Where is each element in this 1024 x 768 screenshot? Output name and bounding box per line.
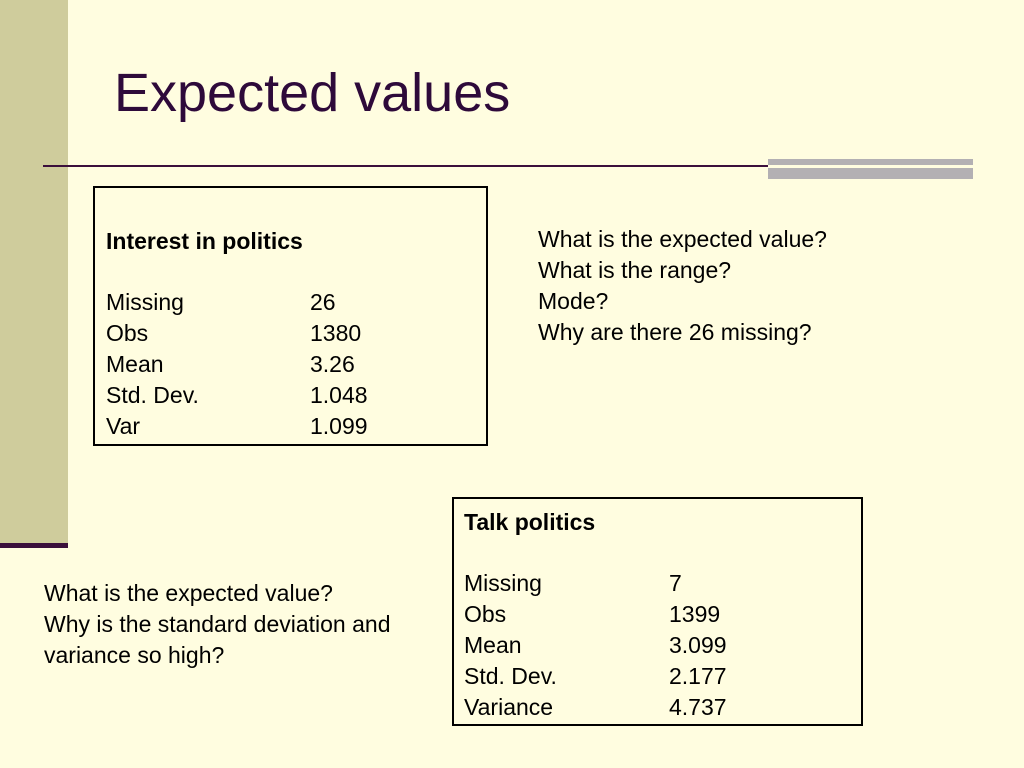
left-band-rule bbox=[0, 543, 68, 548]
question-line: Why is the standard deviation and bbox=[44, 611, 391, 637]
stat-value: 3.099 bbox=[669, 632, 727, 658]
stat-label: Obs bbox=[106, 320, 149, 346]
question-line: What is the range? bbox=[538, 257, 732, 283]
stats-row-missing: Missing 7 bbox=[464, 568, 861, 599]
question-line: What is the expected value? bbox=[538, 226, 827, 252]
stat-value: 1399 bbox=[669, 601, 721, 627]
accent-bar bbox=[768, 159, 973, 179]
stat-label: Mean bbox=[106, 351, 164, 377]
stats-row-obs: Obs 1380 bbox=[106, 318, 486, 349]
interest-questions: What is the expected value? What is the … bbox=[538, 224, 827, 348]
stats-box-title: Talk politics bbox=[464, 509, 596, 535]
stat-value: 1.048 bbox=[310, 382, 368, 408]
stat-label: Std. Dev. bbox=[464, 663, 557, 689]
stats-row-missing: Missing 26 bbox=[106, 287, 486, 318]
stats-row-mean: Mean 3.099 bbox=[464, 630, 861, 661]
stats-row-mean: Mean 3.26 bbox=[106, 349, 486, 380]
stats-row-std-dev: Std. Dev. 2.177 bbox=[464, 661, 861, 692]
stats-row-var: Var 1.099 bbox=[106, 411, 486, 442]
stat-value: 1.099 bbox=[310, 413, 368, 439]
slide-title: Expected values bbox=[114, 63, 511, 123]
question-line: Mode? bbox=[538, 288, 609, 314]
question-line: Why are there 26 missing? bbox=[538, 319, 812, 345]
stat-label: Std. Dev. bbox=[106, 382, 199, 408]
stat-value: 4.737 bbox=[669, 694, 727, 720]
stat-value: 2.177 bbox=[669, 663, 727, 689]
stats-row-std-dev: Std. Dev. 1.048 bbox=[106, 380, 486, 411]
talk-questions: What is the expected value? Why is the s… bbox=[44, 578, 390, 671]
stat-label: Var bbox=[106, 413, 141, 439]
interest-in-politics-stats-box: Interest in politics Missing 26 Obs 1380… bbox=[93, 186, 488, 446]
stats-row-obs: Obs 1399 bbox=[464, 599, 861, 630]
stat-label: Missing bbox=[106, 289, 184, 315]
stat-label: Missing bbox=[464, 570, 542, 596]
title-divider bbox=[43, 165, 973, 167]
stat-value: 7 bbox=[669, 570, 682, 596]
stat-label: Obs bbox=[464, 601, 507, 627]
stat-label: Mean bbox=[464, 632, 522, 658]
stat-value: 3.26 bbox=[310, 351, 355, 377]
stat-value: 26 bbox=[310, 289, 336, 315]
left-decorative-band bbox=[0, 0, 68, 545]
talk-politics-stats-box: Talk politics Missing 7 Obs 1399 Mean 3.… bbox=[452, 497, 863, 726]
stats-box-title: Interest in politics bbox=[106, 228, 303, 254]
question-line: What is the expected value? bbox=[44, 580, 333, 606]
stat-value: 1380 bbox=[310, 320, 362, 346]
stats-row-variance: Variance 4.737 bbox=[464, 692, 861, 723]
stat-label: Variance bbox=[464, 694, 554, 720]
question-line: variance so high? bbox=[44, 642, 225, 668]
